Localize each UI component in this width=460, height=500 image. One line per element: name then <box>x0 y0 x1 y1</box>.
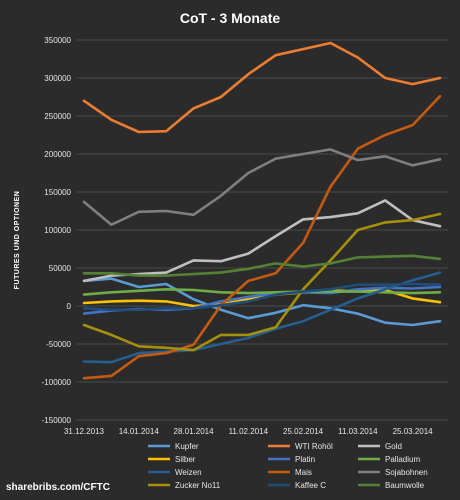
x-tick-label: 28.01.2014 <box>174 427 215 436</box>
series-line <box>82 148 442 226</box>
y-tick-label: -150000 <box>42 416 72 425</box>
y-tick-label: -100000 <box>42 378 72 387</box>
x-tick-label: 31.12.2013 <box>64 427 105 436</box>
y-tick-label: 300000 <box>44 74 71 83</box>
y-tick-label: 200000 <box>44 150 71 159</box>
y-tick-label: 150000 <box>44 188 71 197</box>
y-tick-label: -50000 <box>46 340 71 349</box>
series-line <box>82 41 442 134</box>
series-line <box>82 282 442 312</box>
legend-label: Mais <box>295 468 312 477</box>
legend-label: Baumwolle <box>385 481 425 490</box>
x-tick-label: 11.03.2014 <box>338 427 378 436</box>
series-line <box>82 199 442 283</box>
legend: Kupfer WTI Rohöl Gold Silber Platin Palladium… <box>148 442 428 490</box>
y-tick-label: 100000 <box>44 226 71 235</box>
y-axis-label: FUTURES UND OPTIONEN <box>14 191 21 290</box>
x-tick-label: 14.01.2014 <box>119 427 160 436</box>
y-tick-label: 0 <box>67 302 72 311</box>
legend-label: Palladium <box>385 455 420 464</box>
y-tick-label: 350000 <box>44 36 71 45</box>
legend-label: Kaffee C <box>295 481 326 490</box>
x-axis-ticks: 31.12.2013 14.01.2014 28.01.2014 11.02.2014… <box>64 427 433 436</box>
legend-label: Platin <box>295 455 315 464</box>
legend-label: Silber <box>175 455 196 464</box>
series-line <box>82 94 442 380</box>
y-tick-label: 50000 <box>49 264 72 273</box>
series-line <box>82 277 442 327</box>
series-line <box>82 212 442 352</box>
gridlines <box>76 39 448 421</box>
legend-label: Kupfer <box>175 442 199 451</box>
x-tick-label: 25.02.2014 <box>283 427 324 436</box>
legend-label: Sojabohnen <box>385 468 428 477</box>
legend-label: Zucker No11 <box>175 481 221 490</box>
y-tick-label: 250000 <box>44 112 71 121</box>
chart-title: CoT - 3 Monate <box>180 10 281 26</box>
series-line <box>82 254 442 277</box>
x-tick-label: 25.03.2014 <box>393 427 434 436</box>
x-tick-label: 11.02.2014 <box>229 427 269 436</box>
legend-label: Gold <box>385 442 402 451</box>
legend-label: Weizen <box>175 468 202 477</box>
legend-label: WTI Rohöl <box>295 442 333 451</box>
source-label: sharebribs.com/CFTC <box>6 482 110 493</box>
y-axis-ticks: -150000 -100000 -50000 0 50000 100000 150000 20… <box>42 36 72 425</box>
series-lines <box>82 41 442 380</box>
series-line <box>82 271 442 364</box>
